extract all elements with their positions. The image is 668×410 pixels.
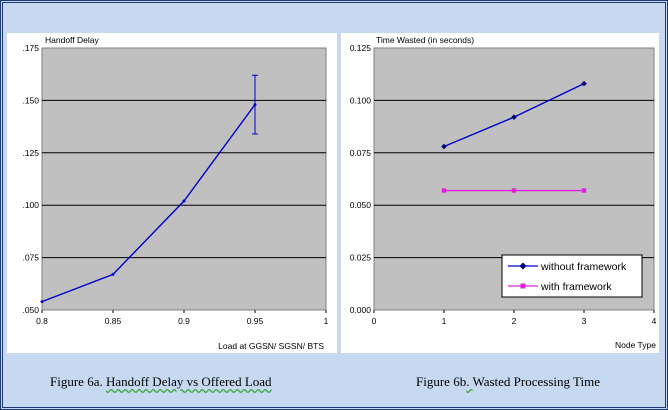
x-tick-label: 0 (372, 316, 377, 326)
y-tick-label: .150 (22, 95, 39, 105)
y-tick-label: 0.000 (350, 305, 372, 315)
y-tick-label: 0.125 (350, 43, 372, 53)
data-point (581, 80, 587, 87)
y-tick-label: .125 (22, 148, 39, 158)
data-point (511, 114, 517, 120)
x-tick-label: 0.9 (178, 316, 190, 326)
chart-b-legend: without framework with framework (501, 254, 643, 298)
y-tick-label: .075 (22, 253, 39, 263)
chart-b-title: Time Wasted (in seconds) (376, 35, 474, 45)
x-tick-label: 1 (324, 316, 329, 326)
caption-6b-prefix: Figure 6b (416, 374, 467, 389)
chart-a: Handoff Delay Load at GGSN/ SGSN/ BTS .0… (7, 33, 337, 353)
data-point (441, 143, 447, 150)
y-tick-label: .050 (22, 305, 39, 315)
caption-figure-6b: Figure 6b. Wasted Processing Time (416, 374, 600, 390)
chart-b: Time Wasted (in seconds) Node Type 0.000… (341, 33, 659, 353)
data-point (40, 300, 44, 304)
x-tick-label: 3 (582, 316, 587, 326)
data-point (511, 188, 517, 193)
x-tick-label: 0.85 (105, 316, 122, 326)
x-tick-label: 0.95 (247, 316, 264, 326)
data-point (111, 272, 115, 276)
chart-a-title: Handoff Delay (45, 35, 99, 45)
legend-marker-without-framework (519, 262, 527, 270)
x-tick-label: 2 (512, 316, 517, 326)
x-tick-label: 1 (442, 316, 447, 326)
data-point (182, 199, 186, 203)
y-tick-label: 0.050 (350, 200, 372, 210)
x-tick-label: 4 (652, 316, 657, 326)
caption-figure-6a: Figure 6a. Handoff Delay vs Offered Load (50, 374, 272, 390)
y-tick-label: 0.075 (350, 148, 372, 158)
y-tick-label: .175 (22, 43, 39, 53)
caption-6a-prefix: Figure 6a. (50, 374, 106, 389)
y-tick-label: 0.100 (350, 95, 372, 105)
legend-box (501, 254, 643, 298)
data-point (441, 188, 447, 193)
legend-label-without-framework: without framework (540, 261, 627, 273)
caption-6b-suffix: Wasted Processing Time (472, 374, 600, 389)
x-tick-label: 0.8 (36, 316, 48, 326)
caption-6a-underlined: Handoff Delay vs Offered Load (105, 374, 272, 389)
chart-b-xlabel: Node Type (615, 340, 656, 350)
y-tick-label: 0.025 (350, 253, 372, 263)
chart-a-xlabel: Load at GGSN/ SGSN/ BTS (218, 341, 324, 351)
y-tick-label: .100 (22, 200, 39, 210)
data-point (581, 188, 587, 193)
chart-a-plot-area (41, 47, 327, 311)
caption-6b-underlined: . (466, 374, 473, 389)
series-line (41, 104, 256, 303)
legend-marker-with-framework (520, 283, 526, 289)
legend-label-with-framework: with framework (540, 281, 612, 293)
